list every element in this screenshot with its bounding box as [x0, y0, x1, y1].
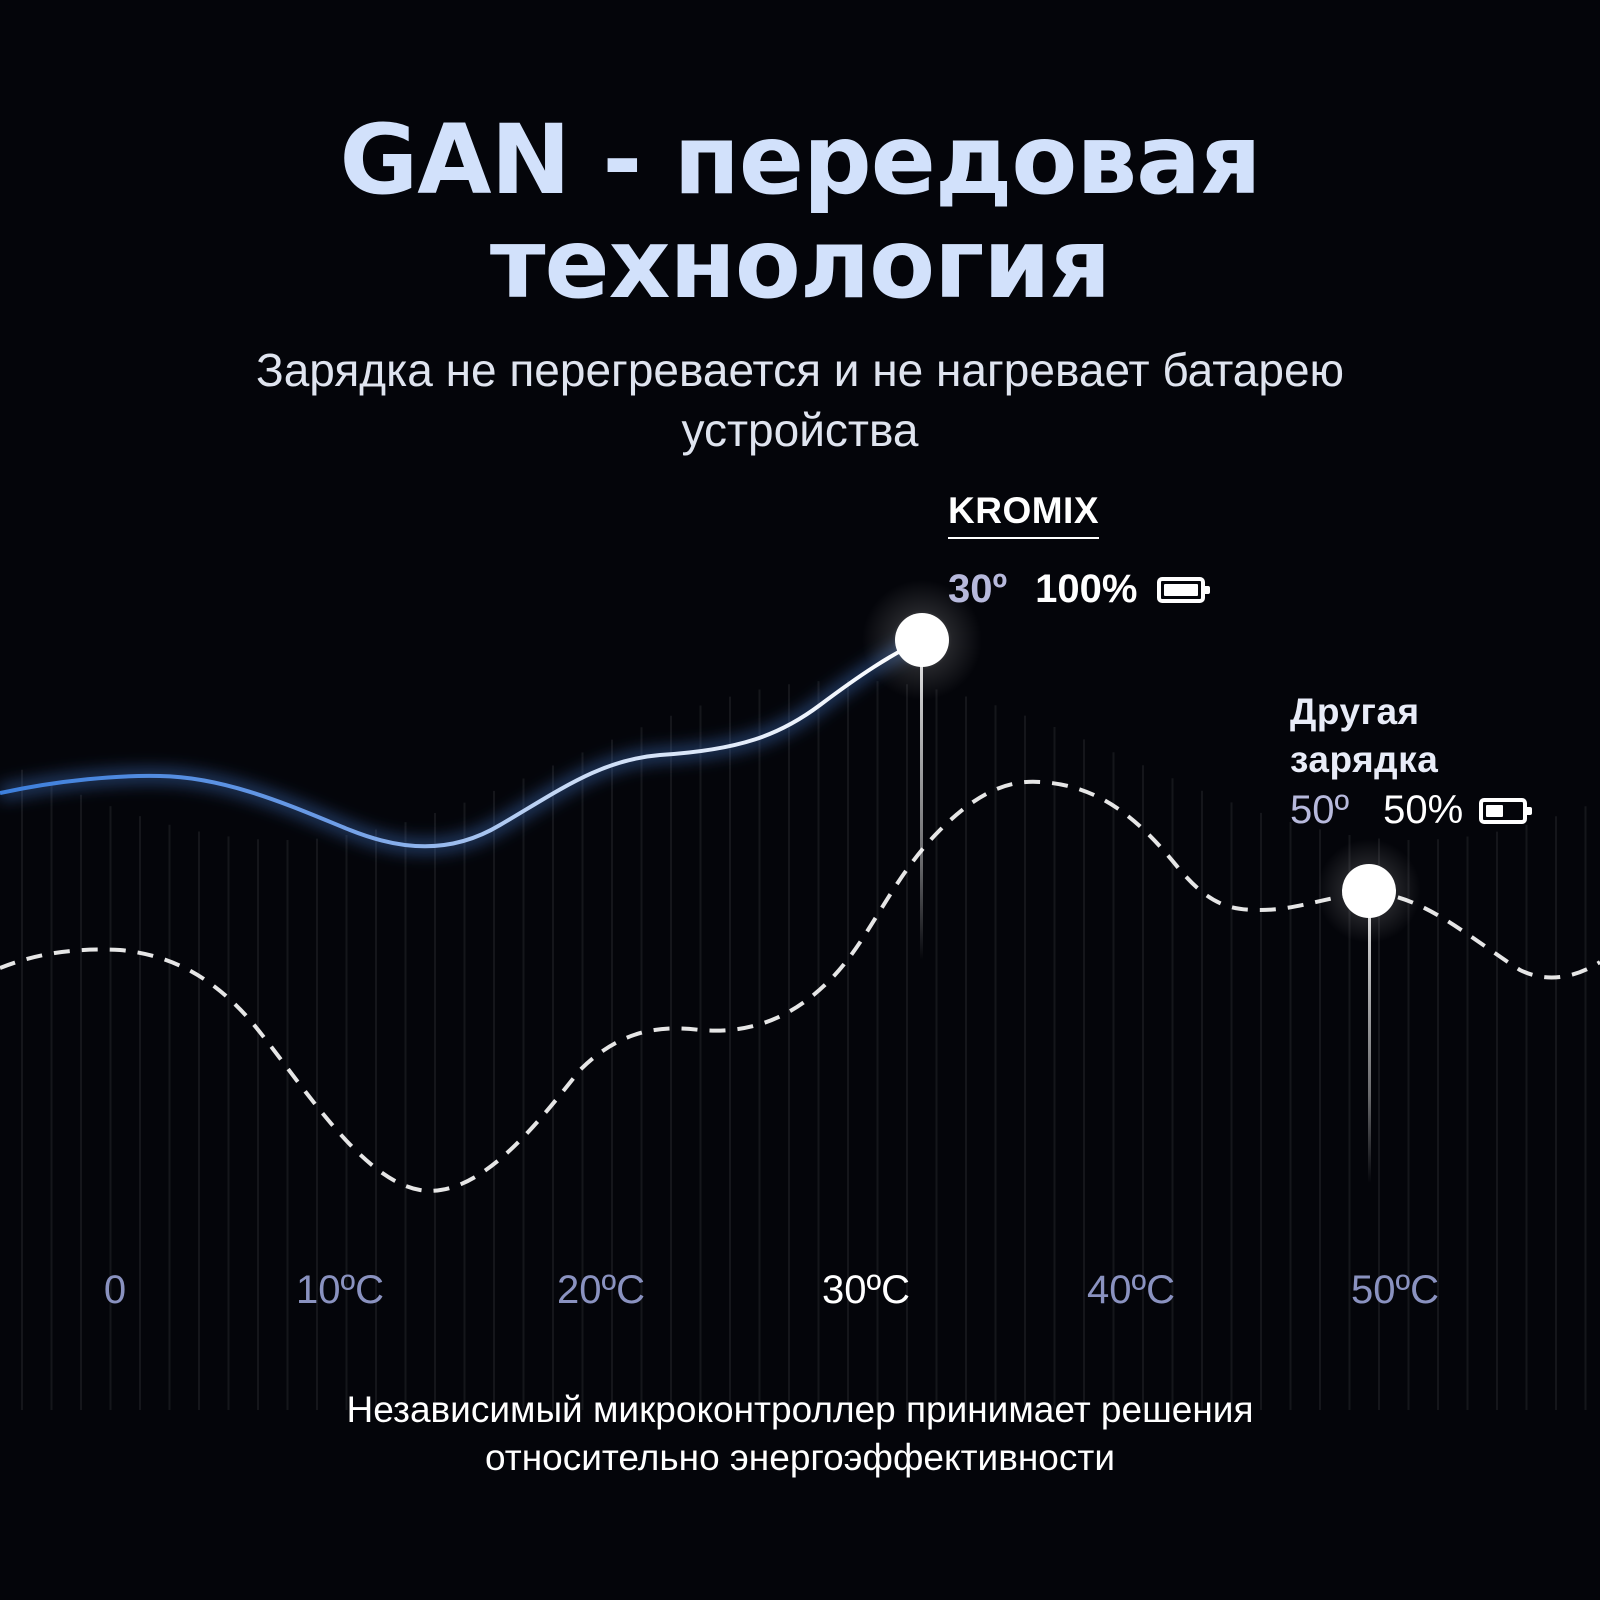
subtitle-line-2: устройства [681, 404, 919, 456]
vertical-grid-lines [21, 680, 1587, 1410]
axis-label-0: 0 [103, 1268, 127, 1312]
kromix-marker [895, 613, 949, 667]
title-line-2: технология [489, 208, 1111, 320]
kromix-curve [0, 638, 923, 849]
title-line-1: GAN - передовая [339, 104, 1261, 216]
other-charger-curve [0, 779, 1600, 1193]
axis-label-10: 10ºC [296, 1268, 384, 1312]
kromix-charge: 100% [1035, 567, 1138, 611]
other-drop-line [1368, 893, 1371, 1183]
other-temperature: 50º [1290, 788, 1350, 832]
battery-half-icon [1479, 797, 1533, 824]
other-charger-callout: Другая зарядка 50º 50% [1290, 688, 1533, 833]
axis-label-40: 40ºC [1087, 1268, 1175, 1312]
other-charge: 50% [1383, 788, 1464, 832]
other-marker [1342, 864, 1396, 918]
kromix-temperature: 30º [948, 567, 1008, 611]
kromix-label: KROMIX [948, 490, 1099, 539]
axis-label-20: 20ºC [557, 1268, 645, 1312]
footer-line-2: относительно энергоэффективности [485, 1437, 1115, 1478]
battery-full-icon [1157, 576, 1211, 603]
axis-label-50: 50ºC [1351, 1268, 1439, 1312]
kromix-values: 30º 100% [948, 567, 1211, 612]
subtitle-line-1: Зарядка не перегревается и не нагревает … [255, 344, 1345, 396]
page-title: GAN - передовая технология [0, 108, 1600, 316]
axis-label-30: 30ºC [822, 1268, 910, 1312]
other-label-line-1: Другая [1290, 691, 1420, 732]
footer-text: Независимый микроконтроллер принимает ре… [0, 1386, 1600, 1482]
footer-line-1: Независимый микроконтроллер принимает ре… [346, 1389, 1254, 1430]
subtitle: Зарядка не перегревается и не нагревает … [0, 340, 1600, 460]
kromix-drop-line [920, 640, 923, 960]
kromix-callout: KROMIX 30º 100% [948, 490, 1211, 612]
kromix-curve-glow [0, 633, 925, 854]
other-label-line-2: зарядка [1290, 739, 1439, 780]
other-values: 50º 50% [1290, 788, 1533, 833]
